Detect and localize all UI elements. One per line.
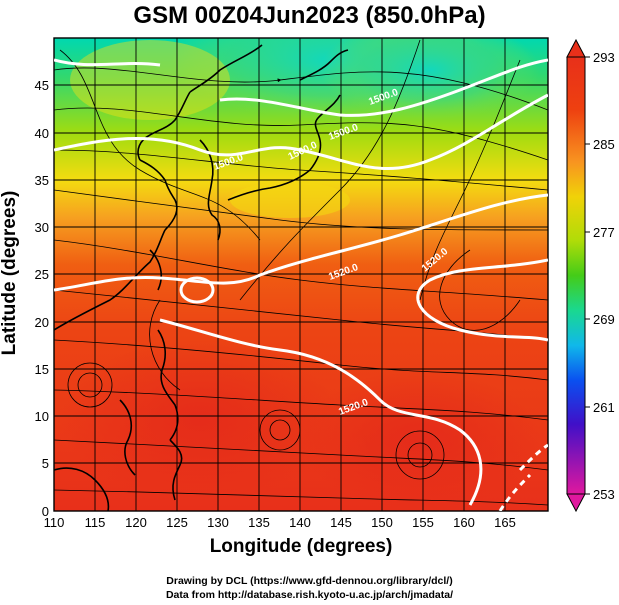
x-axis-label: Longitude (degrees) [209, 536, 393, 557]
y-tick-label: 45 [35, 78, 49, 93]
x-tick-label: 135 [248, 515, 270, 530]
map-title: GSM 00Z04Jun2023 (850.0hPa) [133, 2, 486, 29]
x-tick-label: 125 [166, 515, 188, 530]
colorbar-top-arrow [566, 38, 586, 58]
y-tick-label: 30 [35, 220, 49, 235]
colorbar-bottom-arrow [566, 493, 586, 513]
drawing-credit: Drawing by DCL (https://www.gfd-dennou.o… [166, 575, 453, 587]
y-tick-label: 10 [35, 409, 49, 424]
colorbar-tick-label: 261 [593, 400, 615, 415]
x-tick-label: 160 [453, 515, 475, 530]
temperature-field [54, 38, 548, 511]
y-tick-label: 15 [35, 362, 49, 377]
y-tick-label: 25 [35, 267, 49, 282]
x-tick-label: 110 [44, 515, 65, 530]
data-credit: Data from http://database.rish.kyoto-u.a… [165, 589, 454, 601]
x-tick-label: 145 [330, 515, 352, 530]
x-tick-label: 130 [207, 515, 229, 530]
colorbar-tick-label: 253 [593, 487, 615, 502]
colorbar-scale [566, 56, 586, 495]
colorbar: 293 285 277 269 261 253 [566, 38, 615, 513]
y-axis-label: Latitude (degrees) [0, 190, 20, 356]
colorbar-tick-label: 293 [593, 50, 615, 65]
x-tick-label: 120 [125, 515, 147, 530]
y-tick-label: 40 [35, 126, 49, 141]
y-tick-label: 0 [42, 504, 49, 519]
x-tick-label: 155 [412, 515, 434, 530]
y-tick-label: 5 [42, 456, 49, 471]
colorbar-tick-label: 285 [593, 137, 615, 152]
height-contours [54, 58, 548, 511]
x-tick-label: 115 [85, 515, 106, 530]
x-tick-label: 150 [371, 515, 393, 530]
y-tick-label: 20 [35, 315, 49, 330]
x-tick-label: 140 [289, 515, 311, 530]
colorbar-tick-label: 277 [593, 225, 615, 240]
y-axis-ticks: 0 5 10 15 20 25 30 35 40 45 [35, 78, 49, 519]
y-tick-label: 35 [35, 173, 49, 188]
x-axis-ticks: 110 115 120 125 130 135 140 145 150 155 … [44, 515, 516, 530]
colorbar-tick-label: 269 [593, 312, 615, 327]
lat-lon-grid [53, 37, 549, 512]
x-tick-label: 165 [494, 515, 516, 530]
